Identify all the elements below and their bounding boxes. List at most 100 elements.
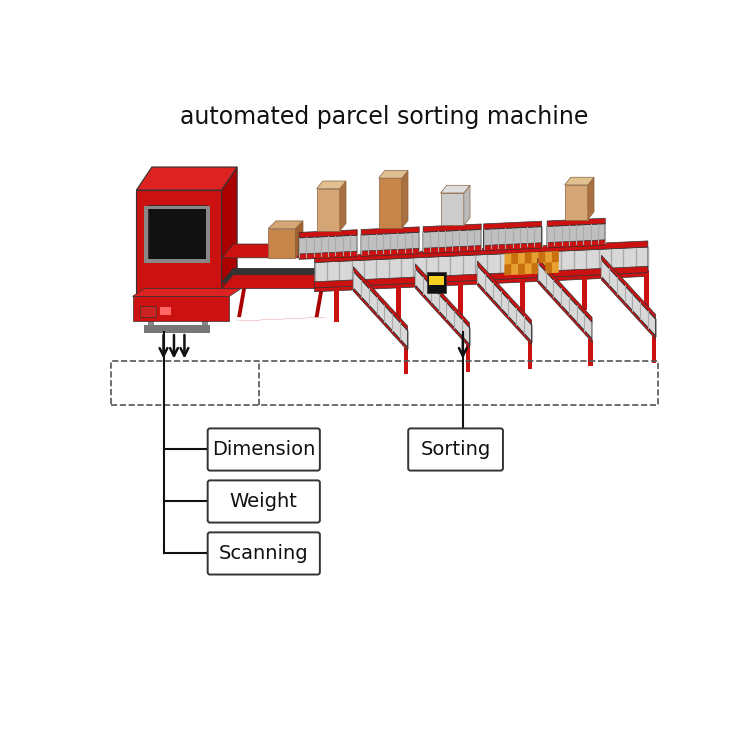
- Polygon shape: [416, 285, 470, 348]
- Bar: [458, 278, 463, 316]
- Polygon shape: [484, 243, 542, 250]
- Polygon shape: [268, 229, 296, 258]
- Polygon shape: [423, 230, 482, 251]
- FancyBboxPatch shape: [408, 428, 503, 470]
- Bar: [144, 206, 210, 209]
- Polygon shape: [512, 253, 518, 264]
- Polygon shape: [440, 193, 464, 225]
- Polygon shape: [379, 178, 402, 228]
- Polygon shape: [428, 276, 444, 285]
- Polygon shape: [538, 258, 592, 322]
- Bar: [111, 362, 658, 405]
- Polygon shape: [538, 280, 592, 342]
- Polygon shape: [315, 247, 648, 284]
- FancyBboxPatch shape: [208, 481, 320, 523]
- Polygon shape: [362, 248, 419, 256]
- Polygon shape: [402, 170, 408, 228]
- Text: automated parcel sorting machine: automated parcel sorting machine: [180, 106, 589, 130]
- Bar: [148, 296, 154, 328]
- Polygon shape: [423, 224, 482, 232]
- Polygon shape: [299, 230, 357, 238]
- Polygon shape: [602, 260, 656, 336]
- Polygon shape: [362, 226, 419, 235]
- Polygon shape: [353, 267, 408, 331]
- Polygon shape: [237, 286, 247, 317]
- Polygon shape: [299, 235, 357, 257]
- Polygon shape: [427, 272, 445, 293]
- FancyBboxPatch shape: [208, 428, 320, 470]
- Polygon shape: [565, 177, 594, 185]
- Text: Sorting: Sorting: [421, 440, 490, 459]
- Bar: [202, 296, 208, 328]
- Bar: [520, 274, 525, 313]
- Polygon shape: [416, 268, 470, 345]
- Bar: [148, 206, 206, 260]
- Polygon shape: [528, 342, 532, 369]
- Polygon shape: [602, 277, 656, 339]
- Text: Scanning: Scanning: [219, 544, 308, 563]
- Text: Weight: Weight: [230, 492, 298, 511]
- Polygon shape: [466, 345, 470, 371]
- Polygon shape: [404, 347, 409, 374]
- Polygon shape: [315, 266, 648, 288]
- Polygon shape: [222, 167, 237, 298]
- Bar: [144, 206, 148, 263]
- Polygon shape: [136, 190, 222, 298]
- Polygon shape: [565, 185, 588, 220]
- Bar: [144, 325, 210, 332]
- Polygon shape: [136, 167, 237, 190]
- Bar: [334, 284, 339, 322]
- Polygon shape: [518, 263, 525, 274]
- Polygon shape: [545, 262, 552, 274]
- Polygon shape: [296, 221, 303, 258]
- Polygon shape: [353, 272, 408, 347]
- Polygon shape: [315, 241, 648, 262]
- Polygon shape: [315, 272, 648, 292]
- Polygon shape: [268, 221, 303, 229]
- Polygon shape: [588, 339, 592, 366]
- Polygon shape: [222, 268, 338, 283]
- Polygon shape: [222, 268, 338, 283]
- Polygon shape: [538, 262, 592, 339]
- Bar: [144, 260, 210, 263]
- Polygon shape: [477, 266, 532, 342]
- Polygon shape: [423, 245, 482, 254]
- Polygon shape: [547, 240, 605, 248]
- Polygon shape: [353, 288, 408, 350]
- Polygon shape: [547, 218, 605, 226]
- Polygon shape: [222, 244, 338, 258]
- Polygon shape: [652, 336, 656, 363]
- Polygon shape: [379, 170, 408, 178]
- Bar: [140, 305, 156, 317]
- Bar: [206, 206, 210, 263]
- Polygon shape: [316, 181, 346, 189]
- Polygon shape: [236, 317, 328, 321]
- Polygon shape: [477, 283, 532, 345]
- Polygon shape: [440, 185, 470, 193]
- Bar: [160, 308, 171, 315]
- Polygon shape: [340, 181, 346, 231]
- Polygon shape: [416, 264, 470, 328]
- Polygon shape: [602, 255, 656, 319]
- Bar: [133, 296, 230, 321]
- Bar: [644, 268, 649, 308]
- Polygon shape: [484, 221, 542, 230]
- Polygon shape: [532, 263, 538, 274]
- Polygon shape: [484, 226, 542, 248]
- Polygon shape: [316, 189, 340, 231]
- Polygon shape: [477, 261, 532, 325]
- Polygon shape: [547, 224, 605, 245]
- Polygon shape: [538, 252, 545, 263]
- Polygon shape: [362, 232, 419, 254]
- Bar: [582, 272, 586, 310]
- Polygon shape: [222, 274, 338, 289]
- Bar: [396, 280, 400, 319]
- Polygon shape: [552, 251, 559, 262]
- Polygon shape: [315, 286, 324, 317]
- Polygon shape: [464, 185, 470, 225]
- Polygon shape: [525, 253, 532, 263]
- Polygon shape: [588, 177, 594, 220]
- FancyBboxPatch shape: [208, 532, 320, 574]
- Polygon shape: [133, 289, 241, 296]
- Text: Dimension: Dimension: [212, 440, 316, 459]
